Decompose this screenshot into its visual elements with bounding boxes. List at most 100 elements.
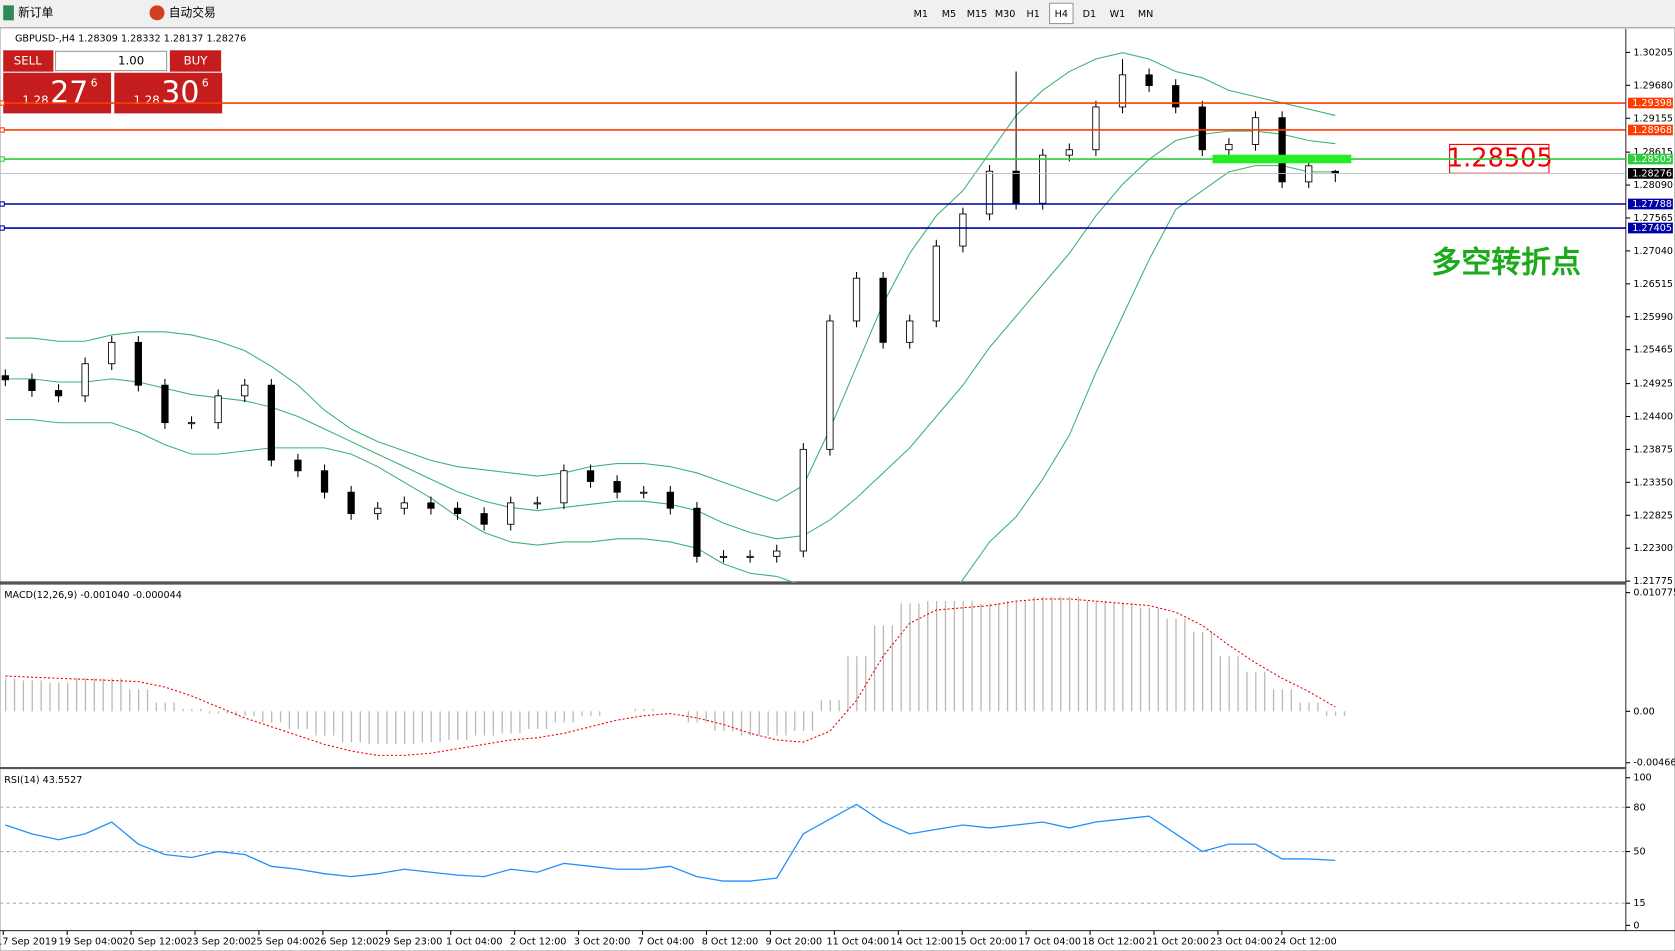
auto-trade-icon[interactable] [149,5,165,21]
timeframe-button[interactable]: M1 [914,9,928,20]
rsi-tick-label: 80 [1633,802,1645,813]
timeframe-button[interactable]: MN [1138,9,1153,20]
timeframe-button[interactable]: D1 [1083,9,1097,20]
price-tick-label: 1.28090 [1633,180,1673,191]
candle-body [932,245,940,322]
timeframe-button[interactable]: H4 [1055,9,1068,20]
candle-body [1278,117,1286,183]
candle-body [1,375,9,381]
candle-body [693,507,701,557]
time-label: 25 Sep 04:00 [250,936,314,947]
level-handle[interactable] [0,201,5,207]
level-price-label: 1.29398 [1632,98,1672,109]
rsi-tick-label: 0 [1633,920,1639,931]
candle-body [879,277,887,343]
active-timeframe [1049,2,1074,25]
candle-body [533,502,541,505]
lots-input[interactable] [55,50,168,72]
time-label: 7 Oct 04:00 [638,936,694,947]
pivot-annotation: 多空转折点 [1431,246,1581,281]
level-price-label: 1.27405 [1632,223,1672,234]
price-tick-label: 1.29680 [1633,80,1673,91]
candle-body [666,491,674,509]
pane-layer [5,596,1346,756]
candle-body [1305,165,1313,183]
time-label: 14 Oct 12:00 [890,936,953,947]
time-label: 26 Sep 12:00 [314,936,378,947]
time-label: 8 Oct 12:00 [702,936,758,947]
candle-body [267,384,275,461]
new-order-button[interactable]: 新订单 [18,5,53,19]
candle-body [826,320,834,450]
time-label: 11 Oct 04:00 [827,936,890,947]
new-order-icon[interactable] [3,5,14,21]
candle-body [1145,74,1153,87]
level-handle[interactable] [0,225,5,231]
lots-value[interactable]: 1.00 [118,53,144,67]
candle-body [746,555,754,558]
level-price-box [1627,222,1673,234]
sell-button[interactable] [3,50,54,72]
candle-body [906,320,914,343]
buy-price-frac: 6 [202,76,209,89]
level-handle[interactable] [0,156,5,162]
bollinger-upper [5,52,1336,502]
sell-price-box[interactable] [3,72,112,114]
time-label: 24 Oct 12:00 [1274,936,1337,947]
price-tick-label: 1.27565 [1633,213,1673,224]
time-label: 21 Oct 20:00 [1146,936,1209,947]
time-label: 23 Oct 04:00 [1210,936,1273,947]
candle-body [187,422,196,425]
candle-body [480,513,488,525]
candle-body [640,491,648,494]
level-price-label: 1.28968 [1632,125,1672,136]
buy-label[interactable]: BUY [184,53,209,67]
price-tick-label: 1.21775 [1633,576,1673,587]
candle-body [134,341,142,386]
time-label: 2 Oct 12:00 [510,936,566,947]
toolbar [0,0,1675,28]
level-handle[interactable] [0,100,5,106]
buy-price-big: 1.28 [134,93,160,107]
buy-price-box[interactable] [114,72,223,114]
timeframe-button[interactable]: M5 [942,9,956,20]
level-price-box [1627,124,1673,136]
buy-button[interactable] [169,50,222,72]
auto-trade-button[interactable]: 自动交易 [169,5,216,19]
candle-body [1118,74,1127,108]
macd-tick-label: -0.004668 [1633,758,1675,769]
time-label: 17 Oct 04:00 [1018,936,1081,947]
timeframe-button[interactable]: M15 [967,9,988,20]
candle-body [1172,85,1180,108]
rsi-label: RSI(14) 43.5527 [4,775,82,786]
candle-body [985,170,994,215]
sell-price-big: 1.28 [22,93,48,107]
candle-body [1092,106,1100,151]
level-price-box [1627,198,1673,210]
time-label: 17 Sep 2019 [0,936,57,947]
price-tick-label: 1.23875 [1633,444,1673,455]
level-handle[interactable] [0,127,5,133]
bollinger-lower [5,165,1336,584]
candle-body [1065,149,1073,156]
price-tick-label: 1.29155 [1633,113,1673,124]
candle-body [427,502,435,509]
price-tick-label: 1.25465 [1633,345,1673,356]
sell-label[interactable]: SELL [14,53,42,67]
candle-body [852,277,861,322]
timeframe-button[interactable]: W1 [1110,9,1126,20]
rsi-tick-label: 50 [1633,847,1645,858]
rsi-tick-label: 15 [1633,898,1645,909]
price-tick-label: 1.23350 [1633,477,1673,488]
timeframe-button[interactable]: M30 [995,9,1016,20]
price-tick-label: 1.27040 [1633,246,1673,257]
time-label: 3 Oct 20:00 [574,936,630,947]
candle-body [54,390,63,397]
timeframe-button[interactable]: H1 [1027,9,1040,20]
time-label: 23 Sep 20:00 [186,936,250,947]
macd-signal [5,598,1336,756]
candle-body [374,507,382,515]
candle-body [959,213,967,247]
candle-body [294,459,302,472]
bollinger-middle [5,130,1336,540]
